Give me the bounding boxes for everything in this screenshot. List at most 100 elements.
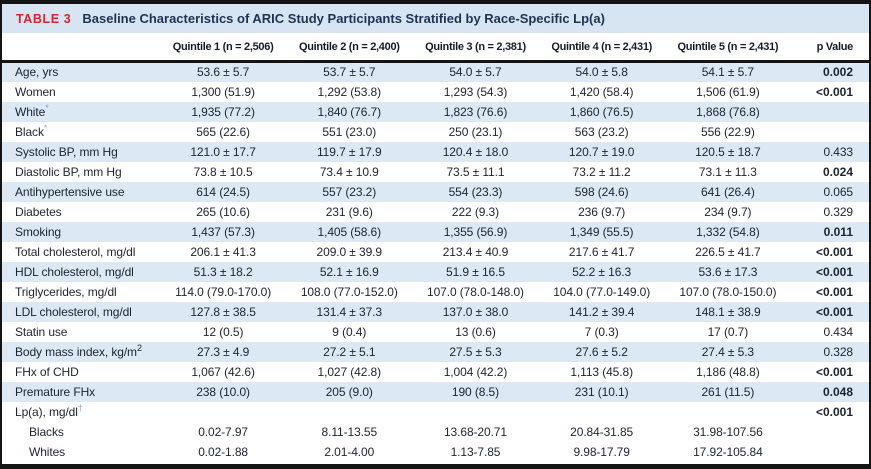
row-label: White*	[2, 102, 160, 122]
quintile-4-value: 104.0 (77.0-149.0)	[553, 284, 651, 299]
table-row: Diabetes 265 (10.6) 231 (9.6) 222 (9.3) 236 …	[2, 202, 869, 222]
quintile-2-value: 52.1 ± 16.9	[319, 264, 379, 279]
quintile-5-value: 641 (26.4)	[701, 184, 755, 199]
table-row: Antihypertensive use 614 (24.5) 557 (23.2)…	[2, 181, 869, 202]
quintile-2-value: 9 (0.4)	[332, 324, 367, 339]
quintile-4-value: 52.2 ± 16.3	[572, 264, 632, 279]
quintile-1-value: 1,935 (77.2)	[191, 104, 255, 119]
quintile-3-value: 120.4 ± 18.0	[442, 144, 509, 159]
baseline-characteristics-table: Quintile 1 (n = 2,506) Quintile 2 (n = 2…	[2, 33, 869, 462]
table-row: Women 1,300 (51.9) 1,292 (53.8) 1,293 (54.3…	[2, 82, 869, 102]
quintile-3-value: 250 (23.1)	[448, 124, 503, 139]
quintile-1-value: 121.0 ± 17.7	[190, 144, 256, 159]
quintile-4-value: 27.6 ± 5.2	[575, 344, 628, 359]
quintile-1-value: 1,437 (57.3)	[191, 224, 255, 239]
quintile-3-value: 13 (0.6)	[455, 324, 496, 339]
column-header-quintile-5: Quintile 5 (n = 2,431)	[664, 33, 791, 62]
table-row: LDL cholesterol, mg/dl 127.8 ± 38.5 131.4 …	[2, 301, 869, 322]
quintile-3-value: 190 (8.5)	[451, 384, 500, 399]
row-label: Women	[2, 82, 160, 102]
quintile-5-value: 27.4 ± 5.3	[701, 344, 755, 359]
footnote-marker: *	[45, 102, 49, 113]
table-row: Body mass index, kg/m2 27.3 ± 4.9 27.2 ± 5…	[2, 341, 869, 362]
quintile-2-value: 131.4 ± 37.3	[316, 304, 383, 319]
quintile-2-value: 73.4 ± 10.9	[319, 164, 379, 179]
row-label: Statin use	[2, 322, 160, 342]
p-value: 0.002	[822, 65, 853, 80]
quintile-5-value: 1,186 (48.8)	[696, 364, 760, 379]
quintile-3-value: 222 (9.3)	[451, 204, 500, 219]
quintile-2-value: 1,840 (76.7)	[317, 104, 382, 119]
quintile-3-value: 27.5 ± 5.3	[449, 344, 502, 359]
row-label: FHx of CHD	[2, 362, 160, 382]
row-label-text: White	[15, 104, 46, 119]
quintile-1-value: 565 (22.6)	[196, 124, 250, 139]
quintile-1-value: 265 (10.6)	[196, 204, 250, 219]
row-label-text: FHx of CHD	[15, 364, 79, 379]
quintile-3-value: 54.0 ± 5.7	[449, 65, 502, 80]
row-label: Body mass index, kg/m2	[2, 342, 160, 362]
quintile-3-value: 1.13-7.85	[450, 444, 501, 459]
quintile-4-value: 1,349 (55.5)	[569, 224, 634, 239]
table-row: Premature FHx 238 (10.0) 205 (9.0) 190 (8.5…	[2, 381, 869, 402]
row-label-text: Lp(a), mg/dl	[15, 404, 78, 419]
quintile-4-value: 598 (24.6)	[574, 184, 629, 199]
quintile-1-value: 12 (0.5)	[202, 324, 244, 339]
p-value: 0.065	[823, 184, 853, 199]
quintile-4-value: 20.84-31.85	[570, 424, 634, 439]
p-value: 0.024	[822, 164, 853, 179]
row-label-text: Total cholesterol, mg/dl	[15, 244, 136, 259]
quintile-5-value: 556 (22.9)	[701, 124, 755, 139]
p-value: <0.001	[815, 404, 853, 419]
quintile-5-value: 17.92-105.84	[693, 444, 763, 459]
quintile-5-value: 73.1 ± 11.3	[698, 164, 757, 179]
quintile-1-value: 1,067 (42.6)	[191, 364, 255, 379]
row-label: LDL cholesterol, mg/dl	[2, 302, 160, 322]
quintile-1-value: 238 (10.0)	[196, 384, 250, 399]
row-label: Total cholesterol, mg/dl	[2, 242, 160, 262]
p-value: <0.001	[815, 84, 853, 99]
quintile-1-value: 0.02-7.97	[198, 424, 248, 439]
quintile-4-value: 231 (10.1)	[574, 384, 629, 399]
table-row: Systolic BP, mm Hg 121.0 ± 17.7 119.7 ± 17…	[2, 141, 869, 162]
table-row: Statin use 12 (0.5) 9 (0.4) 13 (0.6) 7 (0.3)…	[2, 322, 869, 342]
quintile-2-value: 1,292 (53.8)	[317, 84, 382, 99]
row-label-text: Age, yrs	[15, 65, 59, 80]
quintile-2-value: 231 (9.6)	[325, 204, 373, 219]
table-row: Triglycerides, mg/dl 114.0 (79.0-170.0) 10…	[2, 282, 869, 302]
quintile-4-value: 1,420 (58.4)	[569, 84, 634, 99]
row-label: Diastolic BP, mm Hg	[2, 162, 160, 182]
p-value: <0.001	[815, 304, 853, 319]
row-label-text: Triglycerides, mg/dl	[15, 284, 117, 299]
p-value: <0.001	[815, 264, 853, 279]
quintile-2-value: 205 (9.0)	[325, 384, 373, 399]
quintile-2-value: 1,027 (42.8)	[317, 364, 382, 379]
table-row: Age, yrs 53.6 ± 5.7 53.7 ± 5.7 54.0 ± 5.7 54…	[2, 61, 869, 82]
row-label: Premature FHx	[2, 382, 160, 402]
quintile-5-value: 53.6 ± 17.3	[698, 264, 758, 279]
table-row: FHx of CHD 1,067 (42.6) 1,027 (42.8) 1,004 …	[2, 362, 869, 382]
quintile-5-value: 1,506 (61.9)	[696, 84, 760, 99]
table-row: Diastolic BP, mm Hg 73.8 ± 10.5 73.4 ± 10.…	[2, 162, 869, 182]
row-label: Age, yrs	[2, 62, 160, 82]
row-label-text: Diastolic BP, mm Hg	[15, 164, 122, 179]
row-label: Diabetes	[2, 202, 160, 222]
quintile-4-value: 9.98-17.79	[573, 444, 630, 459]
quintile-2-value: 209.0 ± 39.9	[316, 244, 383, 259]
quintile-5-value: 234 (9.7)	[704, 204, 752, 219]
quintile-5-value: 54.1 ± 5.7	[701, 65, 755, 80]
row-label: Lp(a), mg/dl†	[2, 402, 160, 422]
p-value	[791, 442, 869, 462]
quintile-3-value: 107.0 (78.0-148.0)	[427, 284, 524, 299]
quintile-2-value: 551 (23.0)	[322, 124, 377, 139]
p-value	[791, 422, 869, 442]
p-value: <0.001	[815, 244, 853, 259]
row-label-text: HDL cholesterol, mg/dl	[15, 264, 134, 279]
quintile-1-value: 206.1 ± 41.3	[190, 244, 256, 259]
table-header: Quintile 1 (n = 2,506) Quintile 2 (n = 2…	[2, 33, 869, 62]
row-label-text: Blacks	[29, 424, 64, 439]
quintile-3-value: 1,355 (56.9)	[443, 224, 508, 239]
table-header-row: Quintile 1 (n = 2,506) Quintile 2 (n = 2…	[2, 33, 869, 62]
row-label-text: Women	[15, 84, 56, 99]
